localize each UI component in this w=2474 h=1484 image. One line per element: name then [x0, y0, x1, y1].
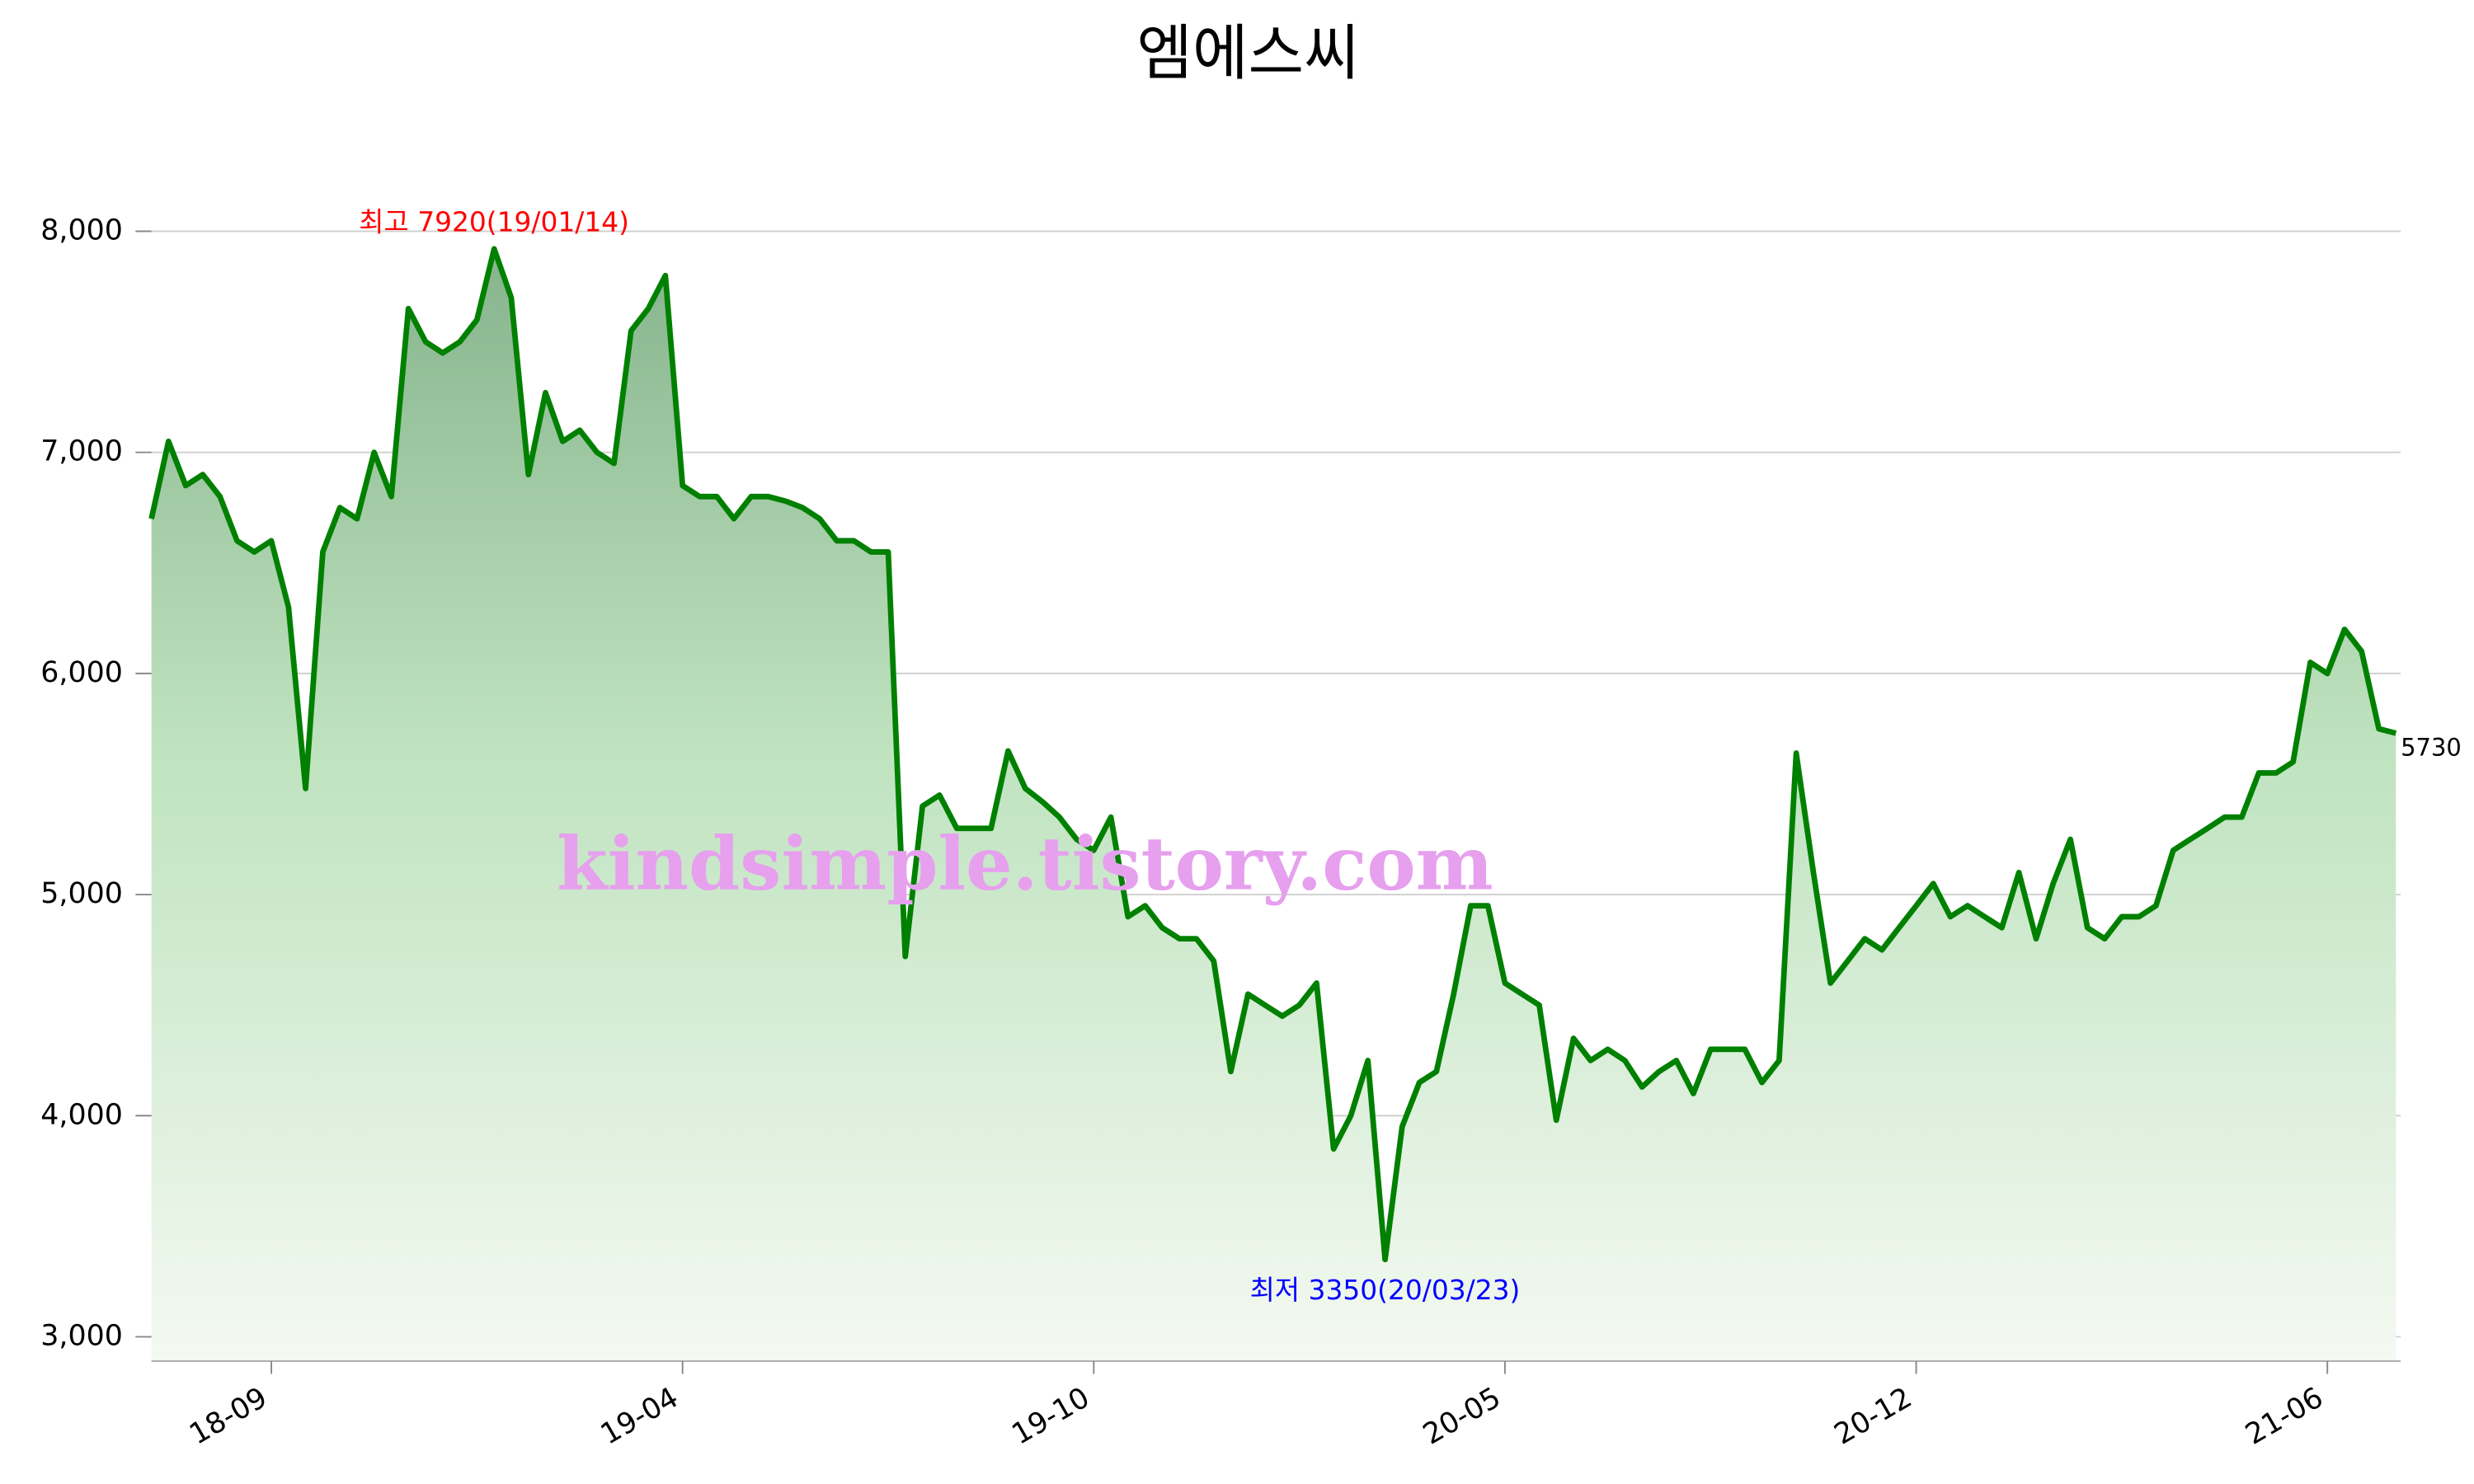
y-tick-label: 3,000: [40, 1319, 123, 1352]
y-tick-label: 7,000: [40, 435, 123, 468]
last-value-label: 5730: [2401, 734, 2462, 762]
price-line: [148, 246, 2397, 1263]
y-tick-label: 8,000: [40, 214, 123, 247]
y-tick-label: 6,000: [40, 656, 123, 689]
x-tick-label: 19-10: [1007, 1381, 1096, 1451]
x-tick-label: 18-09: [184, 1381, 273, 1451]
x-tick-label: 19-04: [595, 1381, 684, 1451]
chart-title: 엠에스씨: [1136, 19, 1359, 89]
x-tick-label: 20-05: [1418, 1381, 1507, 1451]
annotation: 최고 7920(19/01/14): [359, 206, 629, 238]
y-tick-label: 4,000: [40, 1098, 123, 1131]
x-tick-label: 21-06: [2240, 1381, 2329, 1451]
y-tick-label: 5,000: [40, 877, 123, 910]
annotation: 최저 3350(20/03/23): [1250, 1274, 1521, 1306]
watermark: kindsimple.tistory.com: [557, 819, 1493, 906]
x-tick-label: 20-12: [1829, 1381, 1918, 1451]
area: [151, 248, 2396, 1361]
